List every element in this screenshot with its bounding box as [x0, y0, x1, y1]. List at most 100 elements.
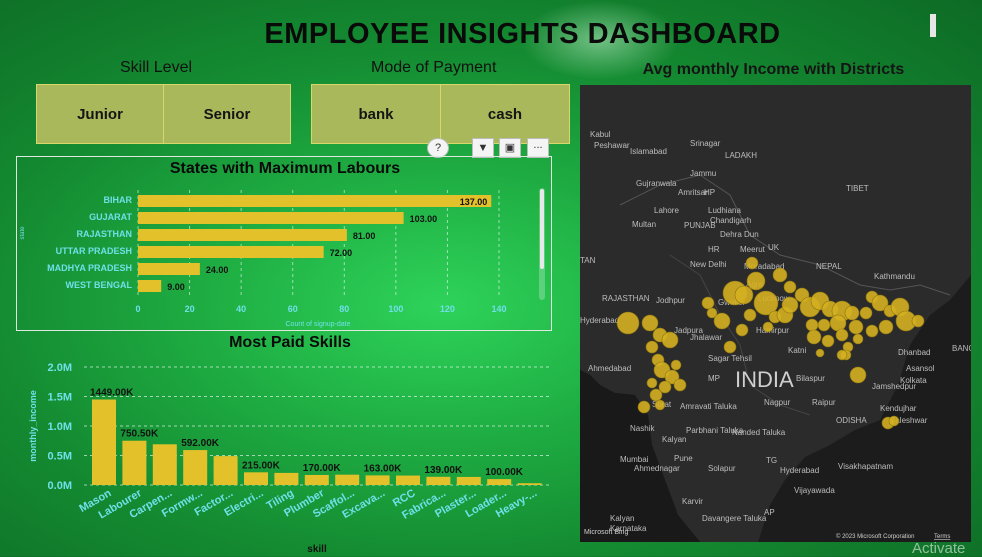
- map-bubble[interactable]: [641, 314, 659, 332]
- map-place-label: Karvir: [682, 497, 703, 506]
- income-map[interactable]: Kabul Peshawar Islamabad Srinagar LADAKH Jamm…: [580, 85, 971, 542]
- map-bubble[interactable]: [654, 399, 666, 411]
- map-bubble[interactable]: [734, 285, 754, 305]
- map-bubble[interactable]: [821, 334, 835, 348]
- map-bubble[interactable]: [753, 290, 779, 316]
- map-place-label: Ludhiana: [708, 206, 741, 215]
- map-place-label: Vijayawada: [794, 486, 835, 495]
- skills-bar[interactable]: [426, 476, 451, 485]
- skill-level-slicer: Junior Senior: [36, 84, 291, 144]
- map-bubble[interactable]: [661, 331, 679, 349]
- map-bubble[interactable]: [649, 388, 663, 402]
- map-bubble[interactable]: [865, 324, 879, 338]
- map-bubble[interactable]: [735, 323, 749, 337]
- map-bubble[interactable]: [746, 271, 766, 291]
- map-place-label: Moradabad: [744, 262, 784, 271]
- skills-bar[interactable]: [456, 476, 481, 485]
- map-bubble[interactable]: [645, 340, 659, 354]
- map-bubble[interactable]: [878, 319, 894, 335]
- map-bubble[interactable]: [670, 359, 682, 371]
- map-bubble[interactable]: [805, 318, 819, 332]
- map-bubble[interactable]: [871, 294, 889, 312]
- map-bubble[interactable]: [849, 366, 867, 384]
- skills-bar[interactable]: [213, 456, 238, 485]
- map-bubble[interactable]: [806, 329, 822, 345]
- states-y-axis-title: state: [20, 226, 26, 240]
- states-data-label: 72.00: [330, 248, 353, 258]
- exit-icon[interactable]: [930, 14, 936, 37]
- skill-level-label: Skill Level: [120, 59, 193, 76]
- map-country-label: INDIA: [735, 367, 794, 392]
- map-bubble[interactable]: [783, 280, 797, 294]
- map-bubble[interactable]: [888, 415, 900, 427]
- map-bubble[interactable]: [701, 296, 715, 310]
- skills-bar[interactable]: [183, 450, 208, 485]
- map-bubble[interactable]: [723, 340, 737, 354]
- map-place-label: Amravati Taluka: [680, 402, 737, 411]
- states-bar[interactable]: [138, 212, 404, 224]
- focus-mode-icon[interactable]: ▣: [499, 138, 521, 158]
- map-bubble[interactable]: [817, 318, 831, 332]
- map-bubble[interactable]: [781, 296, 799, 314]
- map-bubble[interactable]: [673, 378, 687, 392]
- skills-bar[interactable]: [244, 472, 268, 485]
- map-bubble[interactable]: [745, 256, 759, 270]
- map-terms-link[interactable]: Terms: [934, 534, 950, 540]
- skills-x-axis-title: skill: [307, 544, 327, 555]
- states-scrollbar-thumb[interactable]: [540, 189, 544, 269]
- skills-bar[interactable]: [517, 483, 542, 485]
- states-x-tick: 20: [185, 304, 195, 314]
- map-bubble[interactable]: [743, 308, 757, 322]
- slicer-option-junior[interactable]: Junior: [37, 85, 164, 143]
- states-bar[interactable]: [138, 195, 492, 207]
- skills-bar[interactable]: [487, 479, 512, 485]
- map-bubble[interactable]: [852, 333, 864, 345]
- map-bubble[interactable]: [835, 328, 849, 342]
- map-bubble[interactable]: [911, 314, 925, 328]
- states-x-tick: 140: [491, 304, 506, 314]
- map-bubble[interactable]: [706, 307, 718, 319]
- map-bubble[interactable]: [848, 319, 864, 335]
- map-bubble[interactable]: [836, 349, 848, 361]
- map-bubble[interactable]: [829, 314, 847, 332]
- skills-bar[interactable]: [274, 472, 299, 485]
- map-bubble[interactable]: [664, 369, 680, 385]
- map-bubble[interactable]: [772, 267, 788, 283]
- skills-bar[interactable]: [304, 474, 329, 485]
- slicer-option-cash[interactable]: cash: [441, 85, 569, 143]
- slicer-option-bank[interactable]: bank: [312, 85, 441, 143]
- states-bar[interactable]: [138, 263, 200, 275]
- slicer-option-senior[interactable]: Senior: [164, 85, 290, 143]
- more-options-icon[interactable]: ...: [527, 138, 549, 158]
- map-place-label: Jamshedpur: [872, 382, 916, 391]
- filter-icon[interactable]: ▼: [472, 138, 494, 158]
- map-bubble[interactable]: [658, 380, 672, 394]
- page-title: EMPLOYEE INSIGHTS DASHBOARD: [264, 18, 781, 50]
- states-bar[interactable]: [138, 280, 162, 292]
- skills-bar[interactable]: [122, 440, 147, 485]
- help-icon[interactable]: ?: [427, 138, 449, 158]
- states-y-tick: BIHAR: [104, 195, 133, 205]
- states-data-label: 9.00: [167, 282, 185, 292]
- map-bubble[interactable]: [646, 377, 658, 389]
- map-bubble[interactable]: [637, 400, 651, 414]
- skills-bar[interactable]: [365, 475, 390, 485]
- map-bubble[interactable]: [815, 348, 825, 358]
- map-bubble[interactable]: [762, 321, 774, 333]
- skills-bar[interactable]: [396, 475, 420, 485]
- map-place-label: Solapur: [708, 464, 736, 473]
- states-bar[interactable]: [138, 229, 347, 241]
- states-x-axis-title: Count of signup-date: [286, 321, 351, 328]
- map-place-label: Dhanbad: [898, 348, 930, 357]
- map-bubble[interactable]: [616, 311, 640, 335]
- map-place-label: Visakhapatnam: [838, 462, 893, 471]
- states-bar[interactable]: [138, 246, 324, 258]
- map-bubble[interactable]: [844, 305, 860, 321]
- skills-bar[interactable]: [152, 444, 177, 485]
- skills-bar[interactable]: [335, 474, 360, 485]
- skills-bar[interactable]: [92, 399, 116, 485]
- map-place-label: Karnataka: [610, 524, 647, 533]
- map-bubble[interactable]: [859, 306, 873, 320]
- map-bubble[interactable]: [713, 312, 731, 330]
